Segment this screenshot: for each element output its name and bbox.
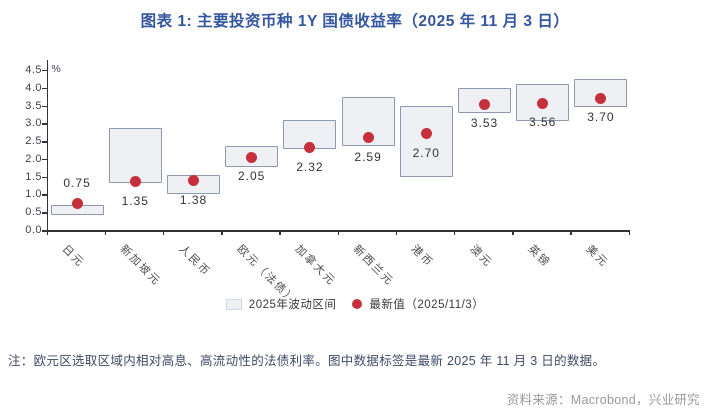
range-box-legend-swatch-icon [225, 298, 242, 310]
value-label: 2.59 [354, 149, 382, 164]
y-axis-tick [41, 212, 47, 214]
y-axis-tick [41, 105, 47, 108]
x-category-label: 美元 [583, 243, 611, 270]
data-source: 资料来源：Macrobond，兴业研究 [506, 393, 700, 407]
latest-value-dot [188, 175, 199, 187]
x-axis-tick [279, 230, 281, 235]
latest-value-dot [420, 128, 432, 140]
y-axis-tick [41, 176, 47, 179]
y-axis-tick [41, 123, 47, 125]
y-tick-label: 4.0 [25, 81, 42, 94]
legend-item-range: 2025年波动区间 [225, 296, 337, 312]
y-axis-tick [41, 141, 47, 143]
x-axis-tick [162, 230, 165, 235]
y-tick-label: 0.0 [25, 224, 42, 236]
x-category-label: 澳元 [467, 243, 494, 270]
value-label: 3.53 [470, 116, 499, 131]
x-category-label: 英镑 [525, 243, 553, 270]
value-label: 0.75 [63, 176, 91, 191]
y-tick-label: 2.0 [25, 152, 42, 165]
latest-value-dot [246, 151, 258, 163]
y-tick-label: 2.5 [25, 135, 42, 148]
latest-value-dot [537, 97, 549, 109]
range-box [108, 127, 162, 184]
y-axis-tick [41, 69, 47, 72]
x-category-label: 新加坡元 [117, 243, 164, 289]
y-tick-label: 3.5 [25, 99, 42, 112]
x-axis-tick [46, 230, 48, 235]
latest-value-dot [362, 132, 374, 144]
x-category-label: 人民币 [176, 243, 213, 280]
latest-value-dot [71, 197, 83, 209]
value-label: 3.56 [529, 115, 557, 130]
yield-range-chart: % 0.0 0.5 1.0 1.5 2.0 2.5 3.0 3.5 4.0 4.5 0.75 日元 1.3… [25, 60, 630, 307]
x-axis-tick [395, 230, 398, 235]
latest-value-legend-label: 最新值（2025/11/3） [369, 299, 485, 311]
x-category-label: 日元 [59, 243, 87, 270]
x-axis-tick [337, 230, 339, 235]
latest-value-legend-dot-icon [352, 299, 363, 309]
y-tick-label: 0.5 [25, 206, 42, 219]
value-label: 3.70 [587, 110, 615, 125]
x-axis-tick [628, 230, 630, 235]
y-tick-label: 1.0 [25, 188, 42, 201]
x-category-label: 加拿大元 [292, 243, 338, 289]
y-axis-tick [41, 87, 47, 90]
value-label: 2.32 [296, 159, 324, 174]
x-axis-tick [570, 230, 572, 235]
latest-value-dot [304, 142, 316, 153]
y-axis-line [46, 60, 48, 232]
latest-value-dot [129, 176, 141, 188]
y-axis-tick [41, 194, 47, 196]
value-label: 2.05 [238, 169, 266, 184]
value-label: 1.35 [121, 193, 149, 208]
y-tick-label: 3.0 [25, 117, 42, 130]
legend-item-latest: 最新值（2025/11/3） [352, 296, 484, 312]
value-label: 1.38 [179, 192, 208, 207]
x-axis-tick [512, 230, 514, 235]
x-axis-tick [221, 230, 223, 235]
range-legend-label: 2025年波动区间 [248, 299, 337, 311]
y-tick-label: 1.5 [25, 170, 42, 183]
range-box [399, 105, 453, 177]
y-axis-tick [41, 230, 47, 232]
x-axis-tick [453, 230, 456, 235]
legend: 2025年波动区间 最新值（2025/11/3） [0, 296, 710, 312]
latest-value-dot [595, 92, 607, 104]
value-label: 2.70 [412, 145, 440, 160]
x-category-label: 新西兰元 [350, 243, 396, 289]
latest-value-dot [479, 98, 490, 110]
y-tick-label: 4.5 [25, 63, 42, 76]
y-axis-tick [41, 158, 47, 161]
chart-title: 图表 1: 主要投资币种 1Y 国债收益率（2025 年 11 月 3 日） [140, 13, 570, 30]
footnote: 注：欧元区选取区域内相对高息、高流动性的法债利率。图中数据标签是最新 2025 … [8, 354, 606, 368]
y-axis-unit-label: % [51, 63, 61, 75]
x-category-label: 港币 [408, 243, 436, 270]
x-axis-tick [104, 230, 107, 235]
